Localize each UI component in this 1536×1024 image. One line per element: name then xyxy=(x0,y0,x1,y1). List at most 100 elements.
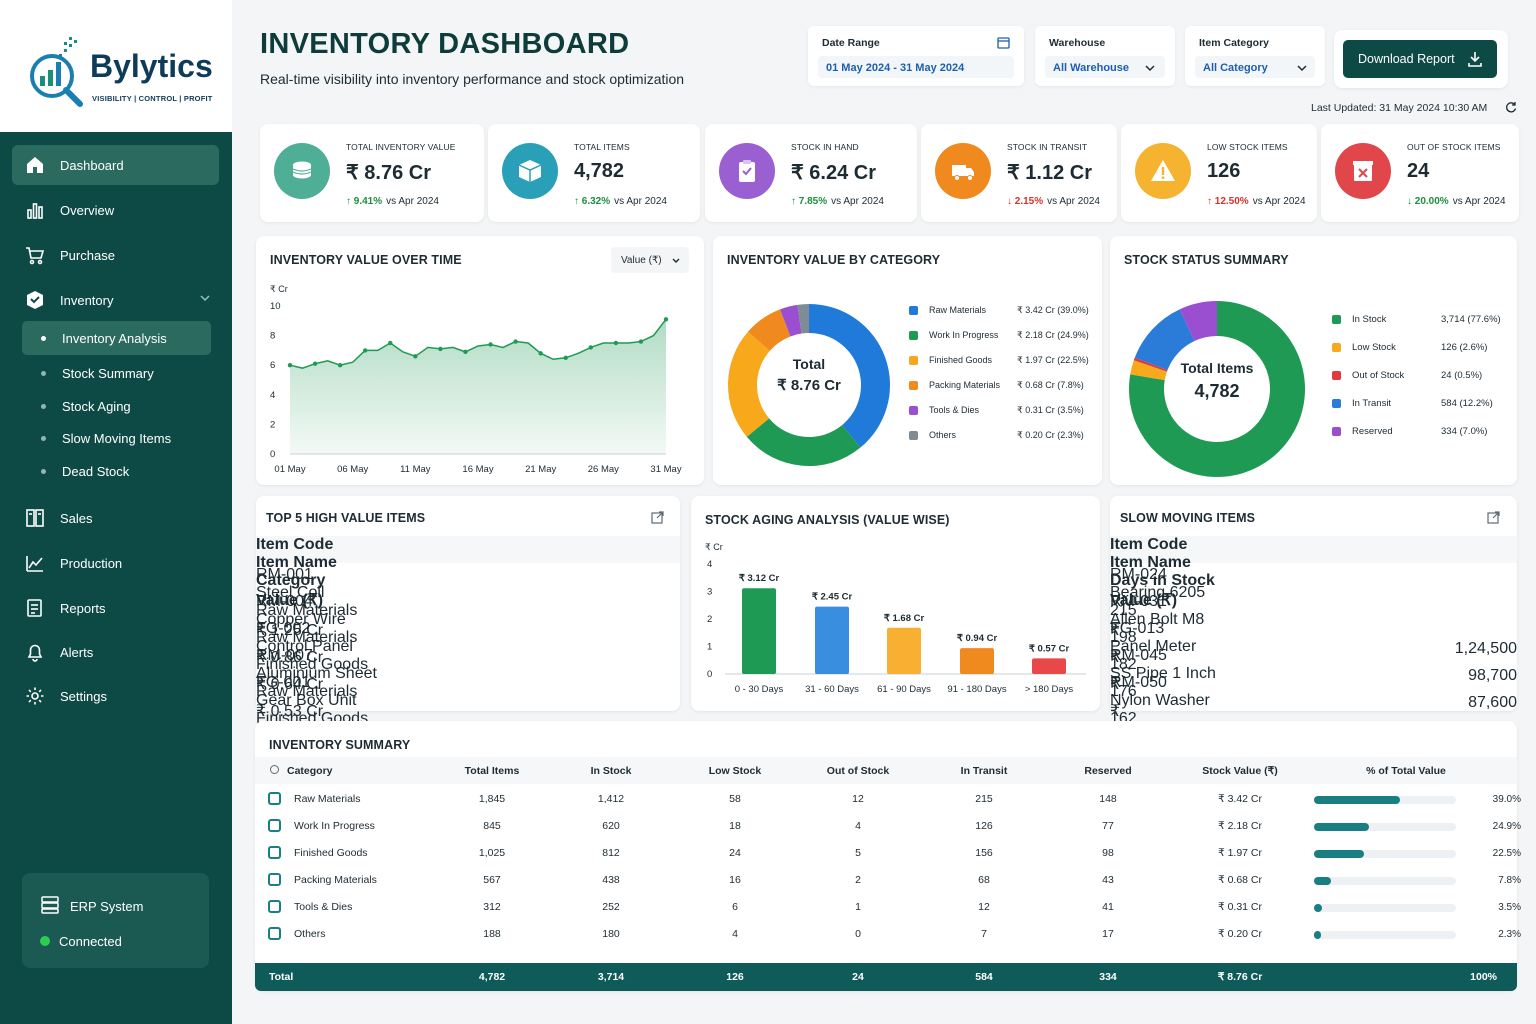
table-row[interactable]: FG-002 Control Panel Finished Goods ₹ 0.64 … xyxy=(256,620,680,693)
card-title: STOCK AGING ANALYSIS (VALUE WISE) xyxy=(705,513,950,527)
summary-cell: 312 xyxy=(483,901,501,913)
nav-alerts[interactable]: Alerts xyxy=(12,632,219,672)
y-tick-label: 10 xyxy=(270,301,281,312)
sub-slow-moving[interactable]: Slow Moving Items xyxy=(22,421,211,455)
summary-cell: 5 xyxy=(855,847,861,859)
kpi-compare: vs Apr 2024 xyxy=(831,196,884,207)
kpi-delta-value: 2.15% xyxy=(1014,196,1044,207)
y-tick-label: 6 xyxy=(270,360,275,371)
legend-value: ₹ 0.20 Cr (2.3%) xyxy=(1017,430,1084,440)
arrow-up-icon: ↑ xyxy=(791,196,799,207)
bar-value-label: ₹ 0.57 Cr xyxy=(1029,643,1070,654)
button-label: Download Report xyxy=(1358,52,1455,66)
summary-cell: 620 xyxy=(602,820,620,832)
table-cell: Allen Bolt M8 xyxy=(1110,611,1205,628)
table-cell: RM-031 xyxy=(1110,593,1167,610)
status-donut xyxy=(1129,301,1305,477)
warehouse-select[interactable]: All Warehouse xyxy=(1045,56,1165,78)
legend-swatch xyxy=(1332,343,1341,352)
data-point xyxy=(588,345,593,350)
nav-settings[interactable]: Settings xyxy=(12,676,219,716)
table-cell: ₹ xyxy=(1110,676,1121,693)
metric-select-value: Value (₹) xyxy=(621,255,662,266)
nav-reports[interactable]: Reports xyxy=(12,588,219,628)
summary-row[interactable]: Raw Materials 1,845 1,412 58 12 215 148 ₹ 3.42 … xyxy=(255,785,1521,812)
summary-row[interactable]: Packing Materials 567 438 16 2 68 43 ₹ 0.68 Cr 7… xyxy=(255,866,1521,893)
date-range-filter[interactable]: Date Range 01 May 2024 - 31 May 2024 xyxy=(808,26,1024,86)
category-filter[interactable]: Item Category All Category xyxy=(1185,26,1325,86)
card-title: STOCK STATUS SUMMARY xyxy=(1124,253,1289,267)
nav-sales[interactable]: Sales xyxy=(12,498,219,538)
page-subtitle: Real-time visibility into inventory perf… xyxy=(260,71,685,87)
brand-name: Bylytics xyxy=(90,48,213,84)
truck-icon xyxy=(952,165,974,181)
arrow-up-icon: ↑ xyxy=(1207,196,1215,207)
table-cell: FG-002 xyxy=(256,620,311,637)
donut-slice xyxy=(1179,301,1217,342)
table-row[interactable]: RM-024 Bearing 6205 215 ₹1,24,500 xyxy=(1110,566,1517,657)
summary-cell: 252 xyxy=(602,901,620,913)
y-tick-label: 0 xyxy=(270,449,275,460)
data-point xyxy=(563,355,568,360)
area-fill xyxy=(290,319,666,454)
legend-value: 24 (0.5%) xyxy=(1441,370,1483,381)
category-select[interactable]: All Category xyxy=(1195,56,1315,78)
nav-inventory[interactable]: Inventory xyxy=(12,280,219,320)
download-report-button[interactable]: Download Report xyxy=(1343,40,1497,78)
x-tick-label: 31 May xyxy=(650,464,681,475)
download-icon xyxy=(1468,52,1482,67)
box-icon xyxy=(502,143,558,199)
legend-value: ₹ 2.18 Cr (24.9%) xyxy=(1017,330,1089,340)
column-header: Low Stock xyxy=(708,765,762,777)
stock-status-card: STOCK STATUS SUMMARY Total Items 4,782 I… xyxy=(1110,236,1517,485)
table-cell: RM-007 xyxy=(256,647,313,664)
summary-row[interactable]: Finished Goods 1,025 812 24 5 156 98 ₹ 1.97 Cr 2… xyxy=(255,839,1521,866)
x-tick-label: 16 May xyxy=(462,464,493,475)
pct-value: 24.9% xyxy=(1492,821,1521,832)
kpi-card: STOCK IN TRANSIT ₹ 1.12 Cr ↓ 2.15% vs Apr 2… xyxy=(921,124,1117,222)
nav-overview[interactable]: Overview xyxy=(12,190,219,230)
summary-row[interactable]: Work In Progress 845 620 18 4 126 77 ₹ 2.18 Cr 2… xyxy=(255,812,1521,839)
refresh-icon[interactable] xyxy=(1505,101,1517,113)
table-cell: ₹ xyxy=(1110,703,1121,720)
sub-label: Stock Aging xyxy=(62,398,131,414)
data-point xyxy=(613,340,619,346)
nav-production[interactable]: Production xyxy=(12,543,219,583)
date-range-value[interactable]: 01 May 2024 - 31 May 2024 xyxy=(818,56,1014,78)
x-tick-label: 26 May xyxy=(588,464,619,475)
table-row[interactable]: RM-004 Copper Wire Raw Materials ₹ 0.86 Cr xyxy=(256,593,680,666)
external-link-icon[interactable] xyxy=(651,511,664,524)
calendar-icon xyxy=(997,37,1010,49)
sub-inventory-analysis[interactable]: Inventory Analysis xyxy=(22,321,211,355)
summary-cell: ₹ 0.31 Cr xyxy=(1217,901,1263,913)
summary-row[interactable]: Tools & Dies 312 252 6 1 12 41 ₹ 0.31 Cr 3.5% xyxy=(255,893,1521,920)
legend-label: Reserved xyxy=(1352,426,1393,437)
column-header: Item Code xyxy=(1110,536,1188,553)
sub-stock-summary[interactable]: Stock Summary xyxy=(22,356,211,390)
pct-bar-track xyxy=(1314,796,1456,804)
table-row[interactable]: RM-031 Allen Bolt M8 198 ₹98,700 xyxy=(1110,593,1517,684)
nav-purchase[interactable]: Purchase xyxy=(12,235,219,275)
table-row[interactable]: RM-007 Aluminium Sheet Raw Materials ₹ 0.53… xyxy=(256,647,680,720)
y-tick-label: 4 xyxy=(707,559,712,570)
sub-stock-aging[interactable]: Stock Aging xyxy=(22,389,211,423)
box-icon xyxy=(518,160,542,182)
warehouse-filter[interactable]: Warehouse All Warehouse xyxy=(1035,26,1175,86)
table-row[interactable]: FG-013 Panel Meter 182 ₹87,600 xyxy=(1110,620,1517,711)
table-row[interactable]: RM-001 Steel Coil Raw Materials ₹ 1.25 Cr xyxy=(256,566,680,639)
table-cell: Raw Materials xyxy=(256,629,358,646)
summary-row[interactable]: Others 188 180 4 0 7 17 ₹ 0.20 Cr 2.3% xyxy=(255,920,1521,947)
nav-dashboard[interactable]: Dashboard xyxy=(12,145,219,185)
table-cell: RM-001 xyxy=(256,566,313,583)
metric-select[interactable]: Value (₹) xyxy=(611,247,689,273)
external-link-icon[interactable] xyxy=(1487,511,1500,524)
column-header: Total Items xyxy=(464,765,520,777)
table-cell: Copper Wire xyxy=(256,611,346,628)
sub-dead-stock[interactable]: Dead Stock xyxy=(22,454,211,488)
y-tick-label: 3 xyxy=(707,587,712,598)
x-tick-label: 31 - 60 Days xyxy=(805,684,859,695)
donut-center-value: ₹ 8.76 Cr xyxy=(777,377,841,394)
